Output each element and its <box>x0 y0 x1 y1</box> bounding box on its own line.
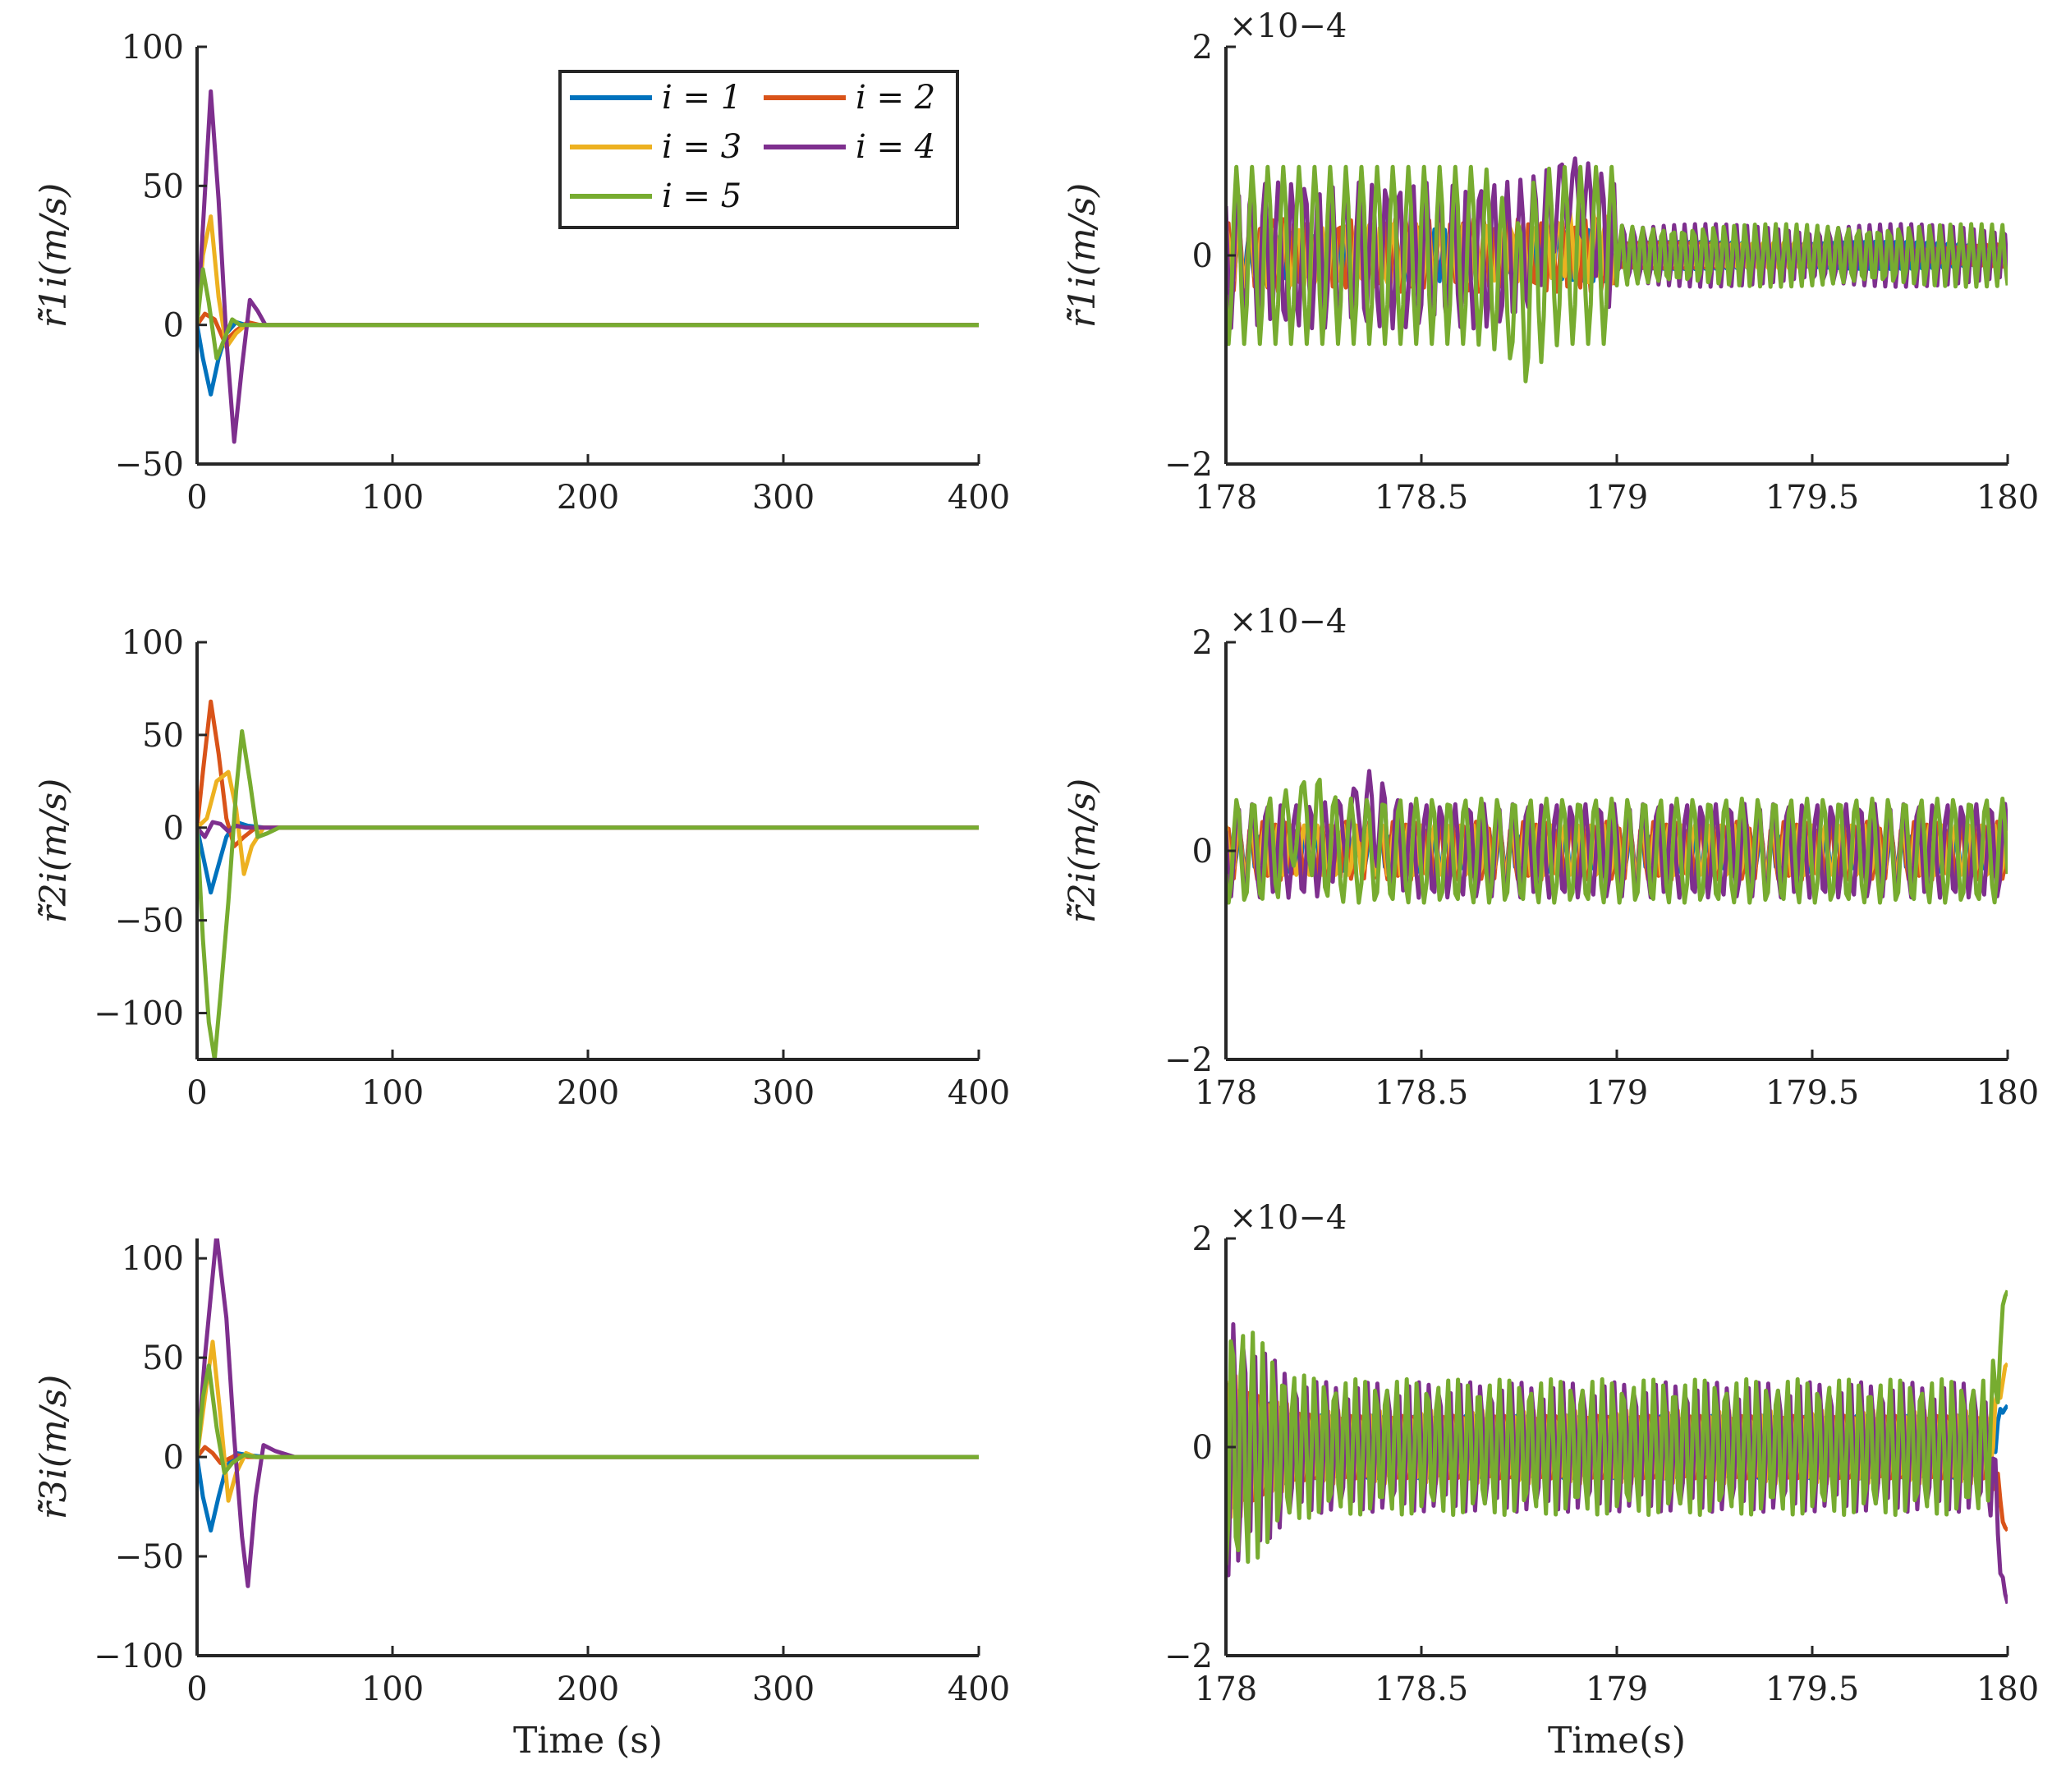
y-axis-label: r̃̇2i(m/s) <box>1062 779 1104 924</box>
x-tick-label: 300 <box>752 1670 815 1708</box>
x-tick-label: 179 <box>1586 1670 1648 1708</box>
y-axis-label: r̃̇3i(m/s) <box>33 1375 75 1520</box>
subplot-p2: 178 178.5 179 179.5 180 −2 0 2 ×10−4 r̃̇1i(m/s) <box>1062 7 2039 517</box>
y-tick-label: −50 <box>115 1538 184 1576</box>
series-line-i4 <box>1226 769 2008 900</box>
series-line-i5 <box>197 728 979 1059</box>
series-group <box>1226 769 2008 905</box>
y-tick-label: 0 <box>163 810 184 848</box>
y-tick-label: −2 <box>1164 1041 1213 1079</box>
y-exponent-label: ×10−4 <box>1229 603 1347 641</box>
series-group <box>197 699 979 1059</box>
y-tick-label: 0 <box>1192 237 1213 275</box>
y-tick-label: 100 <box>122 29 184 67</box>
legend: i = 1 i = 2 i = 3 i = 4 i = 5 <box>558 70 959 229</box>
x-tick-label: 178 <box>1195 1670 1257 1708</box>
x-tick-label: 200 <box>557 1670 619 1708</box>
series-line-i5 <box>197 267 979 361</box>
legend-item-i3: i = 3 <box>570 128 741 166</box>
legend-item-i4: i = 4 <box>764 128 935 166</box>
y-tick-label: −2 <box>1164 446 1213 484</box>
subplot-p4: 178 178.5 179 179.5 180 −2 0 2 ×10−4 r̃̇2i(m/s) <box>1062 603 2039 1112</box>
x-tick-label: 180 <box>1976 1074 2039 1112</box>
x-tick-label: 178.5 <box>1375 1074 1469 1112</box>
x-tick-label: 200 <box>557 1074 619 1112</box>
x-tick-label: 179 <box>1586 479 1648 517</box>
subplot-p3: 0 100 200 300 400 −100 −50 0 50 100 r̃̇2i(m/s) <box>33 624 1010 1112</box>
x-tick-label: 178.5 <box>1375 479 1469 517</box>
x-tick-label: 0 <box>186 1074 207 1112</box>
series-group <box>1226 1289 2008 1605</box>
y-tick-label: 0 <box>1192 833 1213 871</box>
x-tick-label: 100 <box>361 1074 424 1112</box>
x-tick-label: 100 <box>361 1670 424 1708</box>
legend-item-i5: i = 5 <box>570 177 741 215</box>
y-tick-label: 50 <box>142 717 184 755</box>
x-tick-label: 300 <box>752 1074 815 1112</box>
x-tick-label: 400 <box>948 479 1010 517</box>
y-tick-label: 2 <box>1192 29 1213 67</box>
legend-label: i = 1 <box>662 79 741 117</box>
x-tick-label: 178 <box>1195 479 1257 517</box>
y-axis-label: r̃̇2i(m/s) <box>33 779 75 924</box>
series-group <box>197 1238 979 1588</box>
x-tick-label: 400 <box>948 1074 1010 1112</box>
y-tick-label: 0 <box>1192 1429 1213 1467</box>
x-tick-label: 0 <box>186 479 207 517</box>
y-exponent-label: ×10−4 <box>1229 7 1347 45</box>
series-line-i5 <box>1226 164 2008 384</box>
y-tick-label: 100 <box>122 1240 184 1278</box>
legend-label: i = 5 <box>662 177 741 215</box>
x-tick-label: 400 <box>948 1670 1010 1708</box>
x-tick-label: 180 <box>1976 479 2039 517</box>
series-line-i5 <box>197 1363 979 1475</box>
x-tick-label: 179.5 <box>1765 479 1860 517</box>
series-line-i4 <box>197 1238 979 1588</box>
y-tick-label: 50 <box>142 168 184 205</box>
x-tick-label: 0 <box>186 1670 207 1708</box>
x-tick-label: 179.5 <box>1765 1670 1860 1708</box>
y-tick-label: 0 <box>163 307 184 345</box>
x-tick-label: 179.5 <box>1765 1074 1860 1112</box>
legend-label: i = 2 <box>856 79 935 117</box>
legend-item-i1: i = 1 <box>570 79 741 117</box>
x-axis-label: Time (s) <box>513 1720 663 1762</box>
series-group <box>197 89 979 444</box>
subplot-p6: 178 178.5 179 179.5 180 −2 0 2 ×10−4 Time(s) <box>1164 1199 2039 1762</box>
legend-label: i = 3 <box>662 128 741 166</box>
y-exponent-label: ×10−4 <box>1229 1199 1347 1237</box>
y-tick-label: 2 <box>1192 1220 1213 1258</box>
y-axis-label: r̃̇1i(m/s) <box>1062 183 1104 329</box>
y-axis-label: r̃̇1i(m/s) <box>33 183 75 329</box>
y-tick-label: −50 <box>115 446 184 484</box>
legend-label: i = 4 <box>856 128 935 166</box>
x-tick-label: 180 <box>1976 1670 2039 1708</box>
y-tick-label: −2 <box>1164 1638 1213 1675</box>
series-group <box>1226 156 2008 384</box>
x-tick-label: 100 <box>361 479 424 517</box>
y-tick-label: −100 <box>94 1638 184 1675</box>
x-tick-label: 178 <box>1195 1074 1257 1112</box>
y-tick-label: −50 <box>115 903 184 940</box>
y-tick-label: 100 <box>122 624 184 662</box>
y-tick-label: −100 <box>94 995 184 1033</box>
series-line-i5 <box>1226 777 2008 905</box>
y-tick-label: 0 <box>163 1439 184 1477</box>
series-line-i5 <box>1226 1289 2008 1566</box>
x-tick-label: 178.5 <box>1375 1670 1469 1708</box>
x-tick-label: 200 <box>557 479 619 517</box>
y-tick-label: 2 <box>1192 624 1213 662</box>
y-tick-label: 50 <box>142 1339 184 1377</box>
x-axis-label: Time(s) <box>1548 1720 1686 1762</box>
legend-item-i2: i = 2 <box>764 79 935 117</box>
x-tick-label: 300 <box>752 479 815 517</box>
x-tick-label: 179 <box>1586 1074 1648 1112</box>
subplot-p5: 0 100 200 300 400 −100 −50 0 50 100 r̃̇3i(m/s) Time… <box>33 1238 1010 1762</box>
